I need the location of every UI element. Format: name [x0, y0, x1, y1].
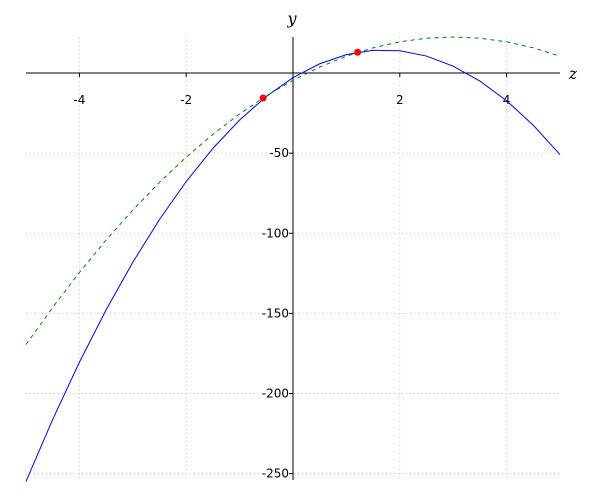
grid — [26, 37, 560, 480]
y-tick-label: -50 — [269, 146, 289, 160]
y-tick-label: -150 — [262, 306, 289, 320]
axes: -4 -2 2 4 -50 -100 -150 -200 -250 — [26, 37, 560, 481]
marks — [25, 36, 561, 482]
y-tick-label: -100 — [262, 226, 289, 240]
x-tick-label: 4 — [503, 93, 511, 107]
y-axis-title: y — [286, 9, 297, 28]
point — [259, 94, 267, 102]
point — [354, 48, 362, 56]
y-tick-label: -200 — [262, 386, 289, 400]
line — [25, 36, 561, 345]
x-tick-label: -4 — [73, 93, 85, 107]
x-tick-label: 2 — [396, 93, 404, 107]
line — [25, 49, 561, 482]
x-tick-label: -2 — [180, 93, 192, 107]
y-tick-label: -250 — [262, 467, 289, 481]
x-axis-title: z — [568, 64, 578, 83]
